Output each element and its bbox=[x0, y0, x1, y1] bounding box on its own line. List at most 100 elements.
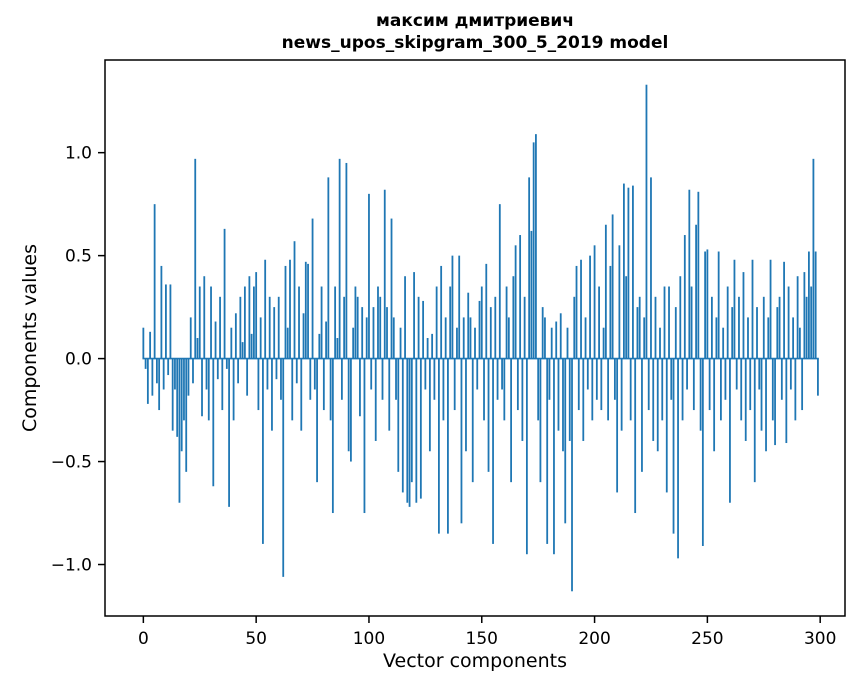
y-tick-label: −1.0 bbox=[51, 556, 92, 576]
bar bbox=[480, 286, 483, 359]
x-tick-label: 150 bbox=[466, 629, 498, 649]
bar bbox=[478, 300, 481, 359]
bar bbox=[591, 358, 594, 421]
bar bbox=[413, 272, 415, 359]
bar bbox=[523, 296, 526, 359]
bar bbox=[302, 313, 305, 359]
bar bbox=[219, 296, 221, 359]
bar bbox=[586, 358, 589, 390]
bar bbox=[275, 358, 278, 380]
bar bbox=[309, 358, 312, 400]
bar bbox=[643, 317, 646, 359]
bar bbox=[295, 358, 298, 384]
bar bbox=[291, 358, 294, 421]
bar bbox=[571, 358, 573, 592]
bar bbox=[304, 261, 307, 359]
bar bbox=[713, 358, 716, 452]
axes-spines bbox=[104, 59, 846, 617]
bar bbox=[447, 358, 449, 534]
bar bbox=[510, 358, 512, 483]
bar bbox=[203, 276, 206, 359]
bar bbox=[627, 187, 630, 359]
bar bbox=[505, 286, 508, 359]
bar bbox=[451, 255, 454, 359]
bar bbox=[282, 358, 285, 577]
bar bbox=[740, 358, 743, 421]
bar bbox=[681, 358, 684, 421]
bar bbox=[180, 358, 183, 452]
bar bbox=[406, 358, 409, 503]
bar bbox=[271, 358, 273, 431]
y-tick-label: 0.0 bbox=[65, 350, 92, 370]
bar bbox=[805, 296, 808, 359]
bar bbox=[386, 307, 388, 359]
bar bbox=[760, 358, 763, 431]
bar bbox=[701, 358, 704, 546]
bar bbox=[169, 284, 172, 359]
bar bbox=[616, 358, 619, 493]
bar bbox=[327, 177, 330, 359]
bar bbox=[652, 358, 655, 441]
bar bbox=[753, 358, 756, 483]
bar bbox=[607, 358, 610, 421]
bar bbox=[679, 276, 682, 359]
bar bbox=[589, 255, 591, 359]
bar bbox=[293, 241, 296, 359]
x-axis-label: Vector components bbox=[383, 650, 567, 672]
bar bbox=[507, 317, 510, 359]
bar bbox=[392, 317, 395, 359]
bar bbox=[363, 358, 366, 514]
bar bbox=[625, 276, 628, 359]
bar bbox=[410, 358, 413, 483]
bar bbox=[767, 317, 770, 359]
bar bbox=[487, 358, 490, 472]
bar bbox=[756, 307, 758, 359]
bar bbox=[289, 259, 291, 359]
bar bbox=[187, 358, 190, 396]
bar bbox=[774, 358, 776, 446]
bar bbox=[489, 307, 492, 359]
bar bbox=[151, 358, 154, 396]
bar bbox=[162, 358, 165, 390]
bar bbox=[313, 358, 316, 390]
bar bbox=[431, 333, 434, 359]
bar bbox=[424, 358, 427, 390]
bar bbox=[343, 296, 346, 359]
bar bbox=[573, 296, 576, 359]
bar bbox=[449, 286, 452, 359]
bar bbox=[582, 358, 585, 441]
bar bbox=[354, 286, 357, 359]
bar bbox=[690, 286, 693, 359]
bar bbox=[641, 358, 643, 472]
bar bbox=[408, 358, 411, 507]
bar bbox=[239, 296, 242, 359]
bar bbox=[171, 358, 174, 431]
bar bbox=[580, 259, 582, 359]
bar bbox=[383, 189, 386, 359]
bar bbox=[548, 358, 551, 400]
bar bbox=[733, 259, 736, 359]
bar bbox=[776, 307, 779, 359]
bar bbox=[663, 286, 666, 359]
bar bbox=[600, 358, 603, 411]
bar bbox=[153, 204, 156, 359]
bar bbox=[785, 358, 788, 444]
bar bbox=[379, 296, 382, 359]
bar bbox=[442, 358, 445, 421]
chart-title: максим дмитриевич news_upos_skipgram_300… bbox=[105, 10, 845, 54]
bar bbox=[435, 286, 438, 359]
bar bbox=[183, 358, 185, 421]
bar bbox=[372, 307, 375, 359]
bar bbox=[146, 358, 149, 404]
bar bbox=[801, 358, 804, 411]
bar bbox=[329, 358, 332, 421]
x-tick-label: 200 bbox=[578, 629, 610, 649]
bar bbox=[438, 358, 440, 534]
bar bbox=[729, 358, 731, 503]
bar bbox=[787, 286, 790, 359]
bar bbox=[514, 245, 517, 359]
bar bbox=[465, 358, 467, 452]
bar bbox=[223, 228, 226, 359]
bar bbox=[241, 342, 244, 359]
x-tick-label: 300 bbox=[804, 629, 836, 649]
